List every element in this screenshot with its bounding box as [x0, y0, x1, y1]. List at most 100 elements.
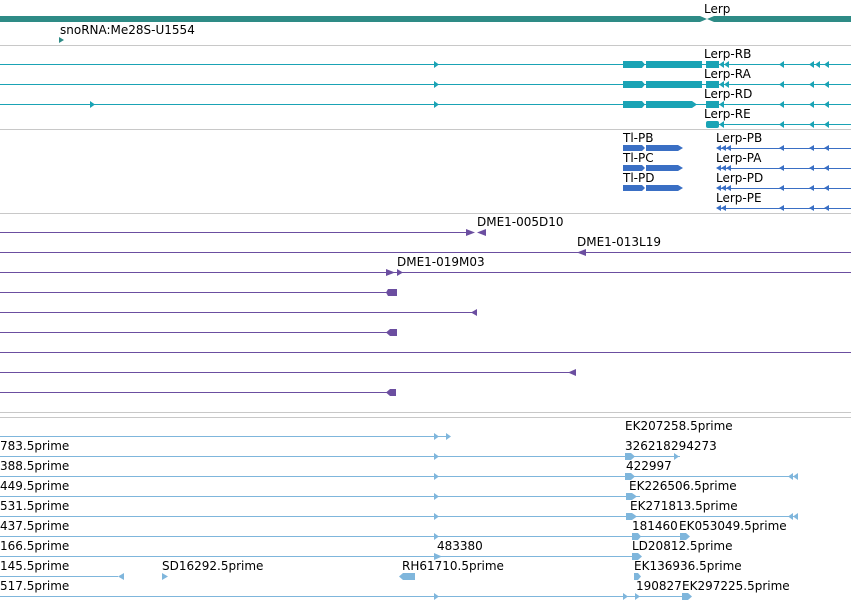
est-feature[interactable] [0, 553, 642, 560]
est-label[interactable]: 145.5prime [0, 559, 69, 573]
exon [646, 61, 702, 68]
protein-track: Tl-PB Tl-PC Tl-PD Lerp-PB Lerp-PA Lerp-P… [622, 131, 851, 211]
est-label[interactable]: SD16292.5prime [162, 559, 263, 573]
transcript-row[interactable] [0, 101, 851, 108]
est-label[interactable]: 190827 [636, 579, 682, 593]
clone-feature[interactable] [0, 229, 486, 236]
protein-feature[interactable] [716, 145, 851, 151]
clone-feature[interactable] [0, 389, 396, 396]
exon-marker [809, 81, 814, 88]
clone-label[interactable]: DME1-013L19 [577, 235, 661, 249]
protein-label[interactable]: Tl-PD [622, 171, 654, 185]
est-label[interactable]: 388.5prime [0, 459, 69, 473]
gene-strand-marker [700, 16, 707, 22]
exon-marker [724, 61, 729, 68]
est-label[interactable]: EK053049.5prime [679, 519, 787, 533]
exon-marker [809, 61, 814, 68]
est-track: EK207258.5prime 783.5prime 326218 294273… [0, 419, 798, 600]
est-feature[interactable] [0, 513, 798, 520]
est-label[interactable]: 449.5prime [0, 479, 69, 493]
est-feature[interactable] [0, 433, 451, 440]
exon-marker [815, 61, 820, 68]
exon [646, 81, 702, 88]
est-label[interactable]: EK226506.5prime [629, 479, 737, 493]
est-label[interactable]: 166.5prime [0, 539, 69, 553]
exon-marker [719, 61, 724, 68]
protein-feature[interactable] [716, 185, 851, 191]
clone-label[interactable]: DME1-005D10 [477, 215, 564, 229]
exon-marker [719, 81, 724, 88]
gene-bar[interactable] [0, 16, 700, 22]
est-label[interactable]: 483380 [437, 539, 483, 553]
exon-marker [724, 81, 729, 88]
clone-feature[interactable] [0, 309, 477, 316]
clone-feature[interactable] [0, 329, 397, 336]
exon [706, 61, 719, 68]
exon-marker [824, 61, 829, 68]
protein-label[interactable]: Lerp-PD [716, 171, 763, 185]
exon [706, 101, 719, 108]
snorna-feature[interactable] [59, 37, 64, 43]
est-feature[interactable] [0, 533, 690, 540]
clone-feature[interactable] [0, 249, 851, 256]
exon-marker [434, 101, 439, 108]
exon [623, 61, 642, 68]
transcript-track: Lerp-RB Lerp-RA [0, 47, 851, 128]
protein-feature[interactable] [623, 185, 683, 191]
clone-feature[interactable] [0, 289, 397, 296]
est-label[interactable]: EK297225.5prime [682, 579, 790, 593]
protein-feature[interactable] [623, 145, 683, 151]
clone-feature[interactable] [0, 269, 851, 276]
exon-marker [779, 101, 784, 108]
est-label[interactable]: 294273 [671, 439, 717, 453]
est-label[interactable]: 326218 [625, 439, 671, 453]
transcript-row[interactable] [0, 81, 851, 88]
est-label[interactable]: LD20812.5prime [632, 539, 733, 553]
est-feature[interactable] [0, 573, 641, 580]
exon [706, 81, 719, 88]
transcript-label[interactable]: Lerp-RD [704, 87, 752, 101]
protein-feature[interactable] [716, 205, 851, 211]
transcript-label[interactable]: Lerp-RA [704, 67, 752, 81]
est-label[interactable]: EK271813.5prime [630, 499, 738, 513]
protein-label[interactable]: Lerp-PB [716, 131, 762, 145]
exon-marker [90, 101, 95, 108]
est-feature[interactable] [0, 473, 798, 480]
exon-marker [779, 61, 784, 68]
est-label[interactable]: RH61710.5prime [402, 559, 504, 573]
exon-marker [779, 81, 784, 88]
transcript-row[interactable] [706, 121, 851, 128]
gene-bar[interactable] [714, 16, 851, 22]
est-label[interactable]: EK207258.5prime [625, 419, 733, 433]
est-label[interactable]: 181460 [632, 519, 678, 533]
transcript-row[interactable] [0, 61, 851, 68]
protein-feature[interactable] [716, 165, 851, 171]
est-feature[interactable] [0, 493, 640, 500]
est-label[interactable]: 437.5prime [0, 519, 69, 533]
transcript-label[interactable]: Lerp-RB [704, 47, 751, 61]
exon [646, 101, 692, 108]
clone-track: DME1-005D10 DME1-013L19 DME1-019M03 [0, 215, 851, 396]
est-label[interactable]: 783.5prime [0, 439, 69, 453]
est-feature[interactable] [0, 453, 680, 460]
gene-label[interactable]: Lerp [704, 2, 730, 16]
protein-label[interactable]: Tl-PC [622, 151, 654, 165]
clone-feature[interactable] [0, 369, 576, 376]
exon [642, 81, 645, 88]
exon-marker [824, 121, 829, 128]
clone-label[interactable]: DME1-019M03 [397, 255, 485, 269]
est-feature[interactable] [0, 593, 692, 600]
protein-label[interactable]: Lerp-PE [716, 191, 762, 205]
est-label[interactable]: 531.5prime [0, 499, 69, 513]
exon-marker [824, 81, 829, 88]
protein-label[interactable]: Lerp-PA [716, 151, 762, 165]
est-label[interactable]: 517.5prime [0, 579, 69, 593]
protein-feature[interactable] [623, 165, 683, 171]
est-label[interactable]: EK136936.5prime [634, 559, 742, 573]
exon-marker [824, 101, 829, 108]
est-label[interactable]: 422997 [626, 459, 672, 473]
protein-label[interactable]: Tl-PB [622, 131, 653, 145]
transcript-label[interactable]: Lerp-RE [704, 107, 751, 121]
snorna-label[interactable]: snoRNA:Me28S-U1554 [60, 23, 195, 37]
